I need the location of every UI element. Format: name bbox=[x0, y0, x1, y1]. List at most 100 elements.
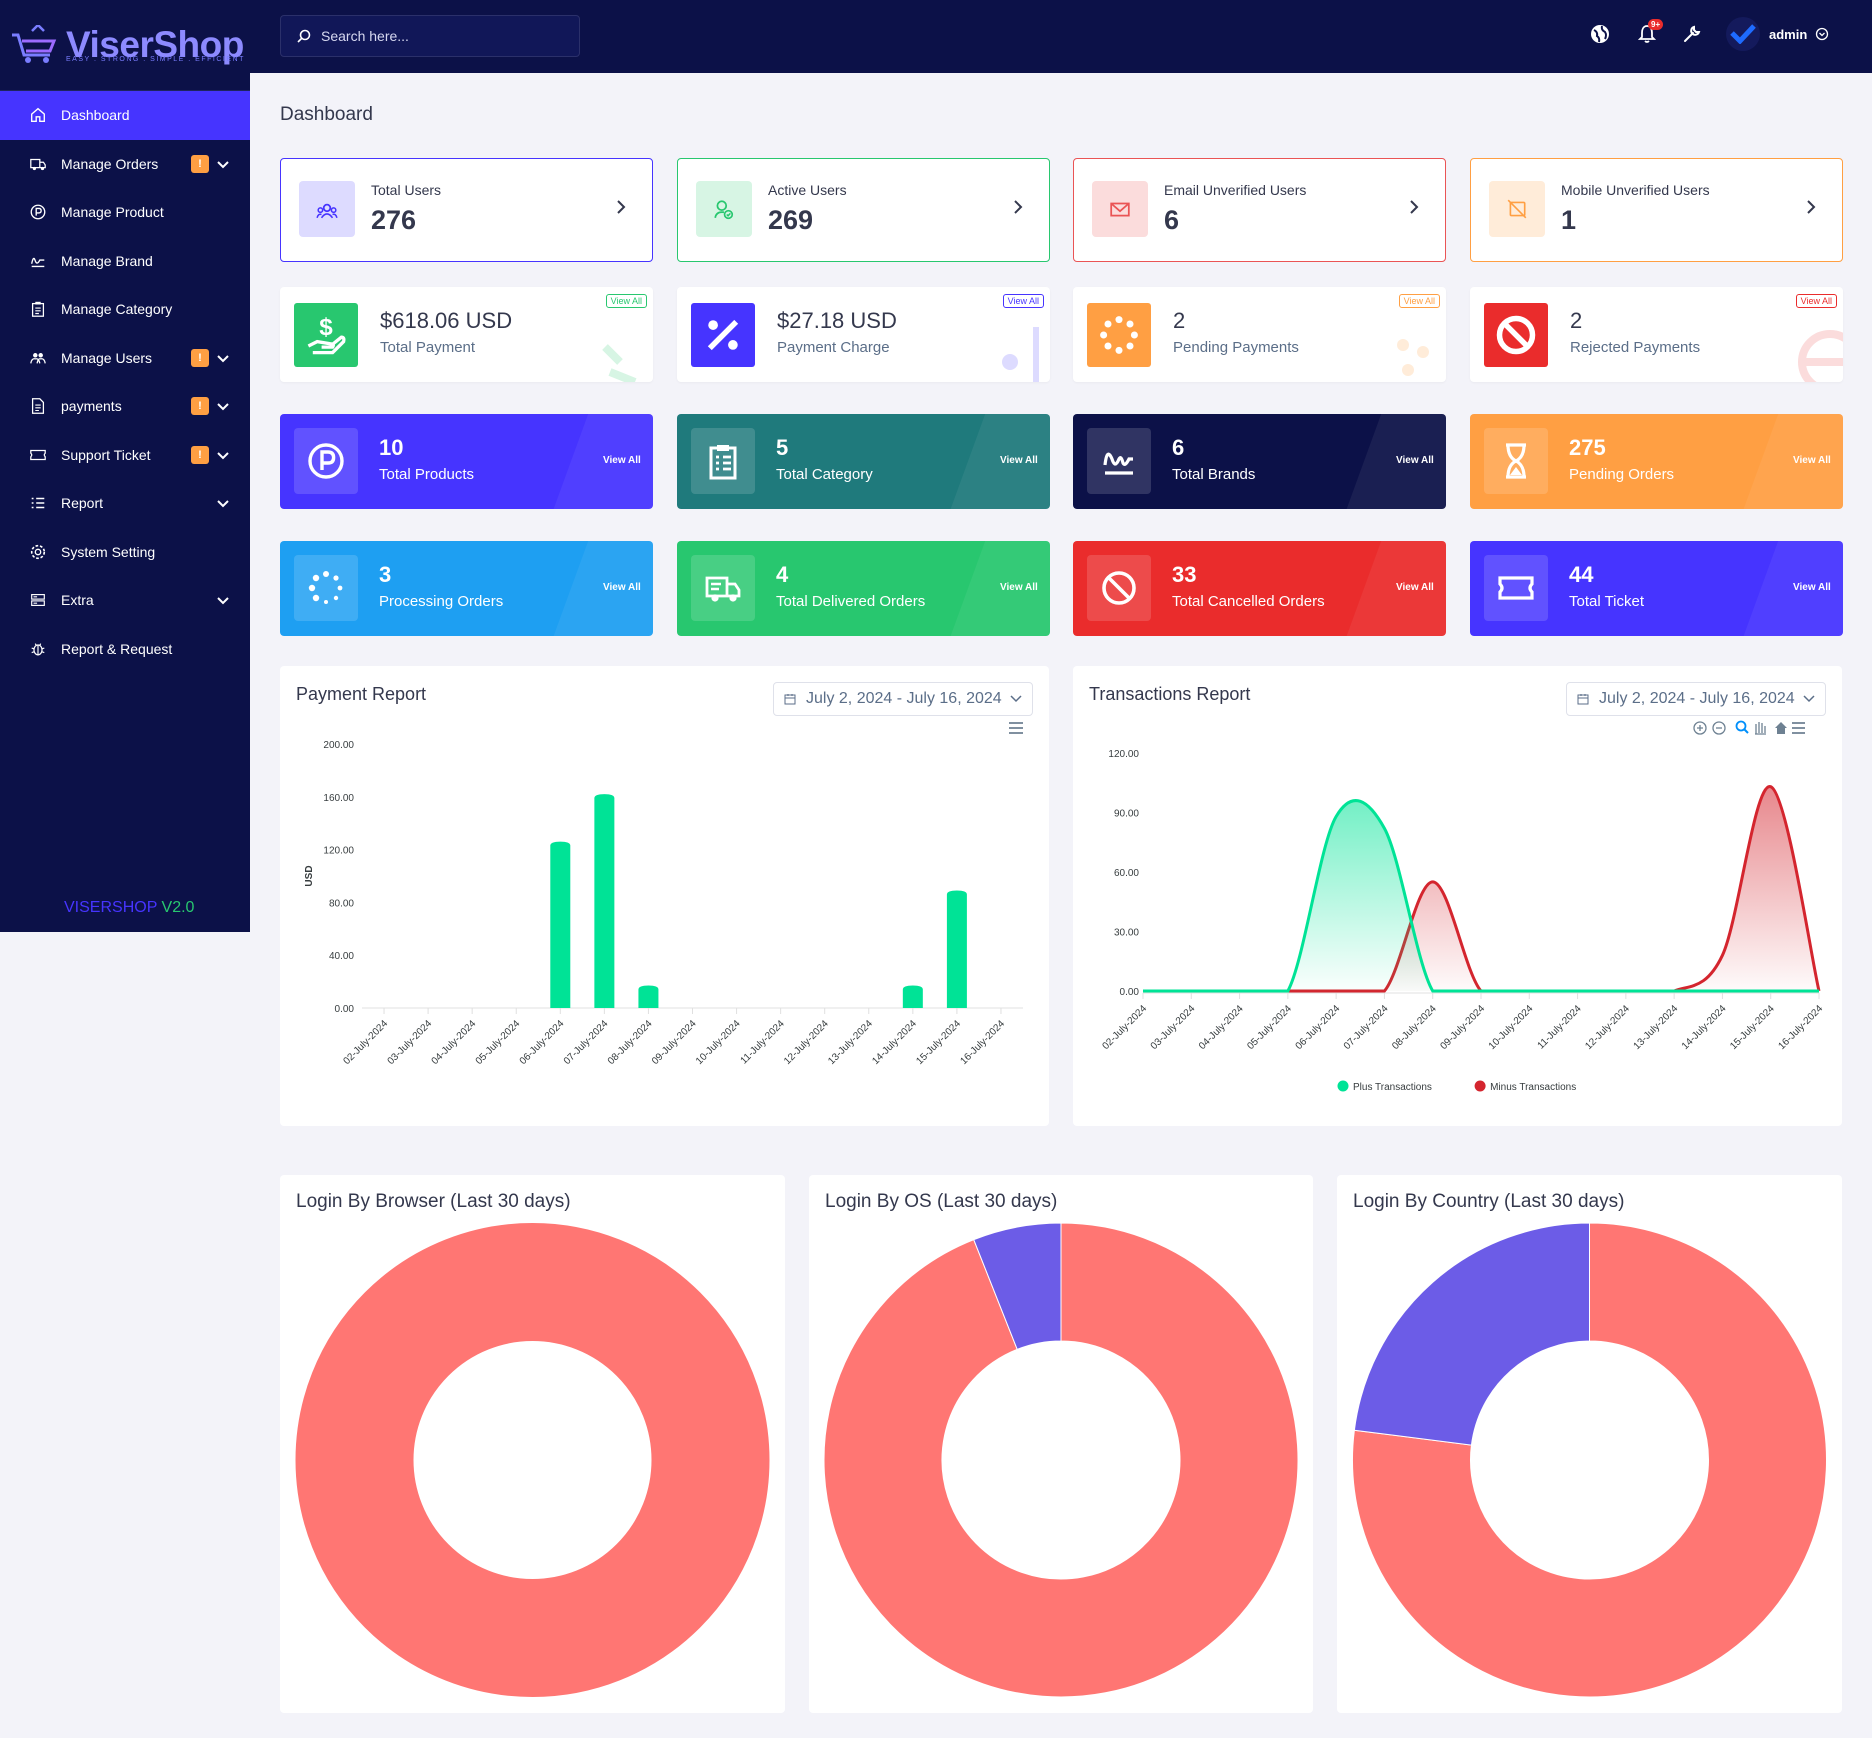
donut-slice[interactable] bbox=[295, 1223, 770, 1697]
widget-mobile-unverified-users[interactable]: Mobile Unverified Users 1 bbox=[1470, 158, 1843, 262]
bar[interactable] bbox=[638, 985, 659, 1008]
series-line[interactable] bbox=[1142, 799, 1819, 993]
view-all-button[interactable]: View All bbox=[1793, 455, 1831, 466]
bar[interactable] bbox=[550, 841, 571, 1008]
pan-hand-icon[interactable] bbox=[1755, 722, 1766, 735]
login-browser-title: Login By Browser (Last 30 days) bbox=[296, 1191, 571, 1212]
x-tick-label: 10-July-2024 bbox=[694, 1018, 743, 1067]
payment-report-title: Payment Report bbox=[296, 684, 427, 704]
sidebar-item-manage-product[interactable]: Manage Product bbox=[0, 188, 250, 237]
y-tick-label: 0.00 bbox=[1120, 987, 1140, 998]
widget-total-ticket: 44 Total Ticket View All bbox=[1470, 541, 1843, 636]
home-icon bbox=[28, 105, 48, 125]
donut-slice[interactable] bbox=[1352, 1222, 1827, 1698]
decor-shape bbox=[1798, 330, 1843, 382]
login-country-donut bbox=[1352, 1222, 1827, 1698]
search-box[interactable] bbox=[280, 15, 580, 57]
user-menu[interactable]: admin bbox=[1726, 17, 1829, 51]
bar[interactable] bbox=[946, 890, 967, 1008]
widget-label: Total Brands bbox=[1172, 466, 1256, 483]
view-all-button[interactable]: View All bbox=[1398, 294, 1440, 308]
reset-home-icon[interactable] bbox=[1775, 722, 1787, 734]
y-tick-label: 60.00 bbox=[1114, 868, 1139, 879]
view-all-button[interactable]: View All bbox=[605, 294, 647, 308]
sidebar-item-report[interactable]: Report bbox=[0, 479, 250, 528]
chart-menu-icon[interactable] bbox=[1009, 722, 1023, 734]
view-all-button[interactable]: View All bbox=[1000, 582, 1038, 593]
bar[interactable] bbox=[594, 794, 615, 1008]
widget-label: Pending Payments bbox=[1173, 339, 1299, 356]
transactions-date-range[interactable]: July 2, 2024 - July 16, 2024 bbox=[1566, 682, 1826, 716]
x-tick-label: 13-July-2024 bbox=[826, 1018, 875, 1067]
chevron-right-icon[interactable] bbox=[1013, 199, 1023, 220]
transactions-report-card: Transactions Report July 2, 2024 - July … bbox=[1073, 666, 1842, 1126]
view-all-button[interactable]: View All bbox=[1002, 294, 1044, 308]
zoom-in-icon[interactable] bbox=[1693, 721, 1707, 735]
widget-total-users[interactable]: Total Users 276 bbox=[280, 158, 653, 262]
sidebar-item-label: Manage Brand bbox=[61, 252, 153, 269]
chevron-right-icon[interactable] bbox=[1806, 199, 1816, 220]
widget-email-unverified-users[interactable]: Email Unverified Users 6 bbox=[1073, 158, 1446, 262]
search-input[interactable] bbox=[321, 28, 551, 44]
x-tick-label: 09-July-2024 bbox=[650, 1018, 699, 1067]
x-tick-label: 07-July-2024 bbox=[1342, 1003, 1391, 1052]
clipboard-icon bbox=[28, 299, 48, 319]
widget-label: Processing Orders bbox=[379, 593, 504, 610]
login-os-card: Login By OS (Last 30 days) bbox=[809, 1175, 1313, 1713]
chart-menu-icon[interactable] bbox=[1792, 722, 1805, 734]
sidebar-item-report-request[interactable]: Report & Request bbox=[0, 625, 250, 674]
file-invoice-icon bbox=[28, 396, 48, 416]
view-all-button[interactable]: View All bbox=[603, 582, 641, 593]
sidebar-item-manage-brand[interactable]: Manage Brand bbox=[0, 237, 250, 286]
view-all-button[interactable]: View All bbox=[603, 455, 641, 466]
sidebar-item-system-setting[interactable]: System Setting bbox=[0, 528, 250, 577]
notification-bell-icon[interactable]: 9+ bbox=[1635, 19, 1664, 46]
svg-text:$: $ bbox=[319, 314, 333, 341]
widget-payment-charge: $27.18 USD Payment Charge View All bbox=[677, 287, 1050, 382]
donut-slice[interactable] bbox=[1353, 1222, 1590, 1446]
chevron-right-icon[interactable] bbox=[1409, 199, 1419, 220]
widget-total-delivered-orders: 4 Total Delivered Orders View All bbox=[677, 541, 1050, 636]
view-all-button[interactable]: View All bbox=[1795, 294, 1837, 308]
chevron-right-icon[interactable] bbox=[616, 199, 626, 220]
widget-label: Total Category bbox=[776, 466, 873, 483]
sidebar-item-manage-category[interactable]: Manage Category bbox=[0, 285, 250, 334]
payment-date-range[interactable]: July 2, 2024 - July 16, 2024 bbox=[773, 682, 1033, 716]
cart-logo-icon bbox=[12, 25, 57, 63]
topbar: 9+ admin bbox=[250, 0, 1872, 73]
legend-label[interactable]: Plus Transactions bbox=[1353, 1082, 1432, 1093]
series-line[interactable] bbox=[1142, 785, 1821, 993]
payment-bar-chart: 200.00 160.00 120.00 80.00 40.00 0.00 USD 02-Ju… bbox=[304, 722, 1023, 1067]
sidebar-item-label: Report & Request bbox=[61, 640, 173, 657]
x-tick-label: 12-July-2024 bbox=[782, 1018, 831, 1067]
wrench-icon[interactable] bbox=[1680, 22, 1704, 46]
view-all-button[interactable]: View All bbox=[1793, 582, 1831, 593]
view-all-button[interactable]: View All bbox=[1000, 455, 1038, 466]
y-axis-label: USD bbox=[304, 865, 315, 886]
sidebar-item-dashboard[interactable]: Dashboard bbox=[0, 91, 250, 140]
zoom-out-icon[interactable] bbox=[1712, 721, 1726, 735]
sidebar-item-extra[interactable]: Extra bbox=[0, 576, 250, 625]
legend-marker[interactable] bbox=[1474, 1080, 1486, 1092]
truck-icon bbox=[28, 154, 48, 174]
sidebar-item-manage-users[interactable]: Manage Users! bbox=[0, 334, 250, 383]
login-os-title: Login By OS (Last 30 days) bbox=[825, 1191, 1058, 1212]
legend-marker[interactable] bbox=[1337, 1080, 1349, 1092]
sidebar-item-payments[interactable]: payments! bbox=[0, 382, 250, 431]
bar[interactable] bbox=[902, 985, 923, 1008]
globe-icon[interactable] bbox=[1588, 22, 1612, 46]
view-all-button[interactable]: View All bbox=[1396, 582, 1434, 593]
donut-slice[interactable] bbox=[823, 1222, 1299, 1698]
view-all-button[interactable]: View All bbox=[1396, 455, 1434, 466]
donut-slice[interactable] bbox=[973, 1222, 1062, 1351]
warning-badge: ! bbox=[191, 445, 209, 464]
sidebar-item-support-ticket[interactable]: Support Ticket! bbox=[0, 431, 250, 480]
widget-value: 1 bbox=[1561, 205, 1577, 235]
selection-zoom-icon[interactable] bbox=[1735, 720, 1749, 734]
logo[interactable]: ViserShop EASY . STRONG . SIMPLE . EFFIC… bbox=[0, 0, 250, 91]
x-tick-label: 11-July-2024 bbox=[1536, 1003, 1584, 1051]
legend-label[interactable]: Minus Transactions bbox=[1490, 1082, 1576, 1093]
sidebar-item-manage-orders[interactable]: Manage Orders! bbox=[0, 140, 250, 189]
widget-active-users[interactable]: Active Users 269 bbox=[677, 158, 1050, 262]
hand-dollar-icon: $ bbox=[294, 303, 358, 367]
